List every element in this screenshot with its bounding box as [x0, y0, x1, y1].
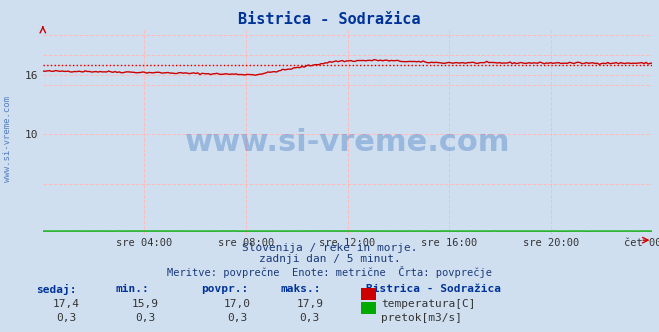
Text: pretok[m3/s]: pretok[m3/s]: [381, 313, 462, 323]
Text: 17,4: 17,4: [53, 299, 79, 309]
Text: 0,3: 0,3: [135, 313, 155, 323]
Text: www.si-vreme.com: www.si-vreme.com: [3, 96, 13, 183]
Text: 0,3: 0,3: [56, 313, 76, 323]
Text: Bistrica - Sodražica: Bistrica - Sodražica: [366, 284, 501, 294]
Text: 0,3: 0,3: [300, 313, 320, 323]
Text: 17,0: 17,0: [224, 299, 250, 309]
Text: 17,9: 17,9: [297, 299, 323, 309]
Text: sedaj:: sedaj:: [36, 284, 76, 295]
Text: povpr.:: povpr.:: [201, 284, 248, 294]
Text: 15,9: 15,9: [132, 299, 158, 309]
Text: zadnji dan / 5 minut.: zadnji dan / 5 minut.: [258, 254, 401, 264]
Text: Bistrica - Sodražica: Bistrica - Sodražica: [239, 12, 420, 27]
Text: www.si-vreme.com: www.si-vreme.com: [185, 128, 510, 157]
Text: Meritve: povprečne  Enote: metrične  Črta: povprečje: Meritve: povprečne Enote: metrične Črta:…: [167, 266, 492, 278]
Text: Slovenija / reke in morje.: Slovenija / reke in morje.: [242, 243, 417, 253]
Text: 0,3: 0,3: [227, 313, 247, 323]
Text: min.:: min.:: [115, 284, 149, 294]
Text: maks.:: maks.:: [280, 284, 320, 294]
Text: temperatura[C]: temperatura[C]: [381, 299, 475, 309]
